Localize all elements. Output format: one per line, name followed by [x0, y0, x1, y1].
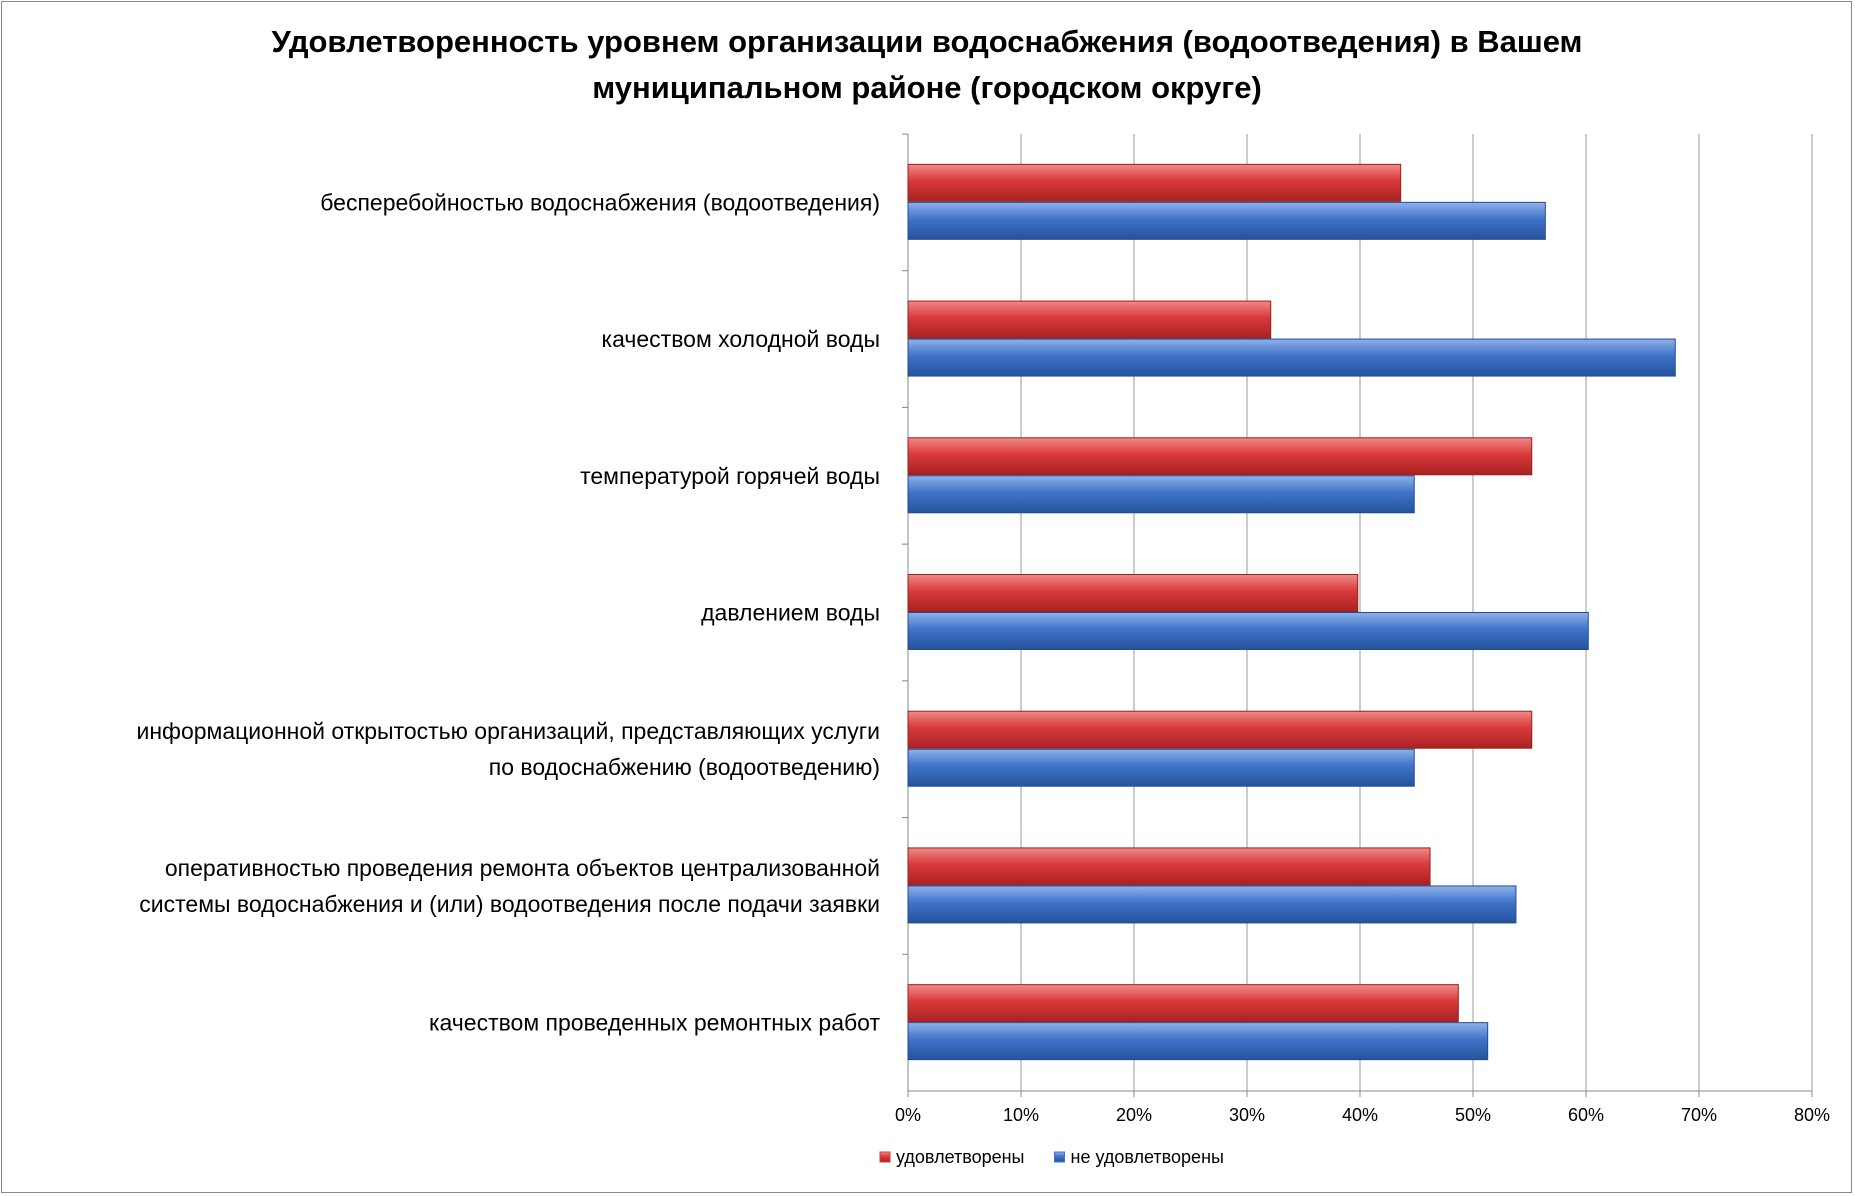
bar-satisfied: [907, 574, 1359, 612]
category-label: качеством холодной воды: [602, 326, 880, 352]
bar-satisfied: [907, 163, 1402, 202]
legend-swatch: [1054, 1151, 1065, 1163]
category-label: системы водоснабжения и (или) водоотведе…: [139, 891, 880, 917]
bar-not-satisfied: [907, 612, 1589, 650]
x-tick-label: 50%: [1455, 1105, 1491, 1125]
chart-title-line-2: муниципальном районе (городском округе): [592, 70, 1262, 105]
chart-title-line-1: Удовлетворенность уровнем организации во…: [271, 24, 1582, 59]
x-tick-label: 30%: [1229, 1105, 1265, 1125]
bar-satisfied: [907, 437, 1533, 476]
x-tick-label: 70%: [1681, 1105, 1717, 1125]
legend-swatch: [879, 1151, 891, 1163]
category-label: давлением воды: [701, 600, 880, 626]
bar-not-satisfied: [907, 338, 1676, 377]
x-tick-label: 0%: [895, 1105, 921, 1125]
bar-satisfied: [907, 984, 1459, 1023]
category-label: температурой горячей воды: [580, 463, 880, 489]
x-tick-label: 20%: [1116, 1105, 1152, 1125]
legend-label: не удовлетворены: [1071, 1147, 1224, 1167]
x-tick-label: 60%: [1568, 1105, 1604, 1125]
category-label: бесперебойностью водоснабжения (водоотве…: [320, 189, 880, 215]
bar-satisfied: [907, 300, 1272, 339]
bar-not-satisfied: [907, 748, 1415, 787]
category-label: качеством проведенных ремонтных работ: [429, 1010, 881, 1036]
bar-not-satisfied: [907, 475, 1415, 514]
bar-not-satisfied: [907, 201, 1546, 240]
bar-satisfied: [907, 710, 1533, 749]
bar-not-satisfied: [907, 1022, 1489, 1061]
x-tick-label: 80%: [1794, 1105, 1830, 1125]
category-label: информационной открытостью организаций, …: [136, 718, 880, 744]
x-tick-label: 10%: [1003, 1105, 1039, 1125]
bar-not-satisfied: [907, 885, 1517, 924]
bar-satisfied: [907, 847, 1431, 886]
legend-label: удовлетворены: [896, 1147, 1025, 1167]
category-label: по водоснабжению (водоотведению): [489, 754, 880, 780]
category-label: оперативностью проведения ремонта объект…: [165, 855, 880, 881]
x-tick-label: 40%: [1342, 1105, 1378, 1125]
